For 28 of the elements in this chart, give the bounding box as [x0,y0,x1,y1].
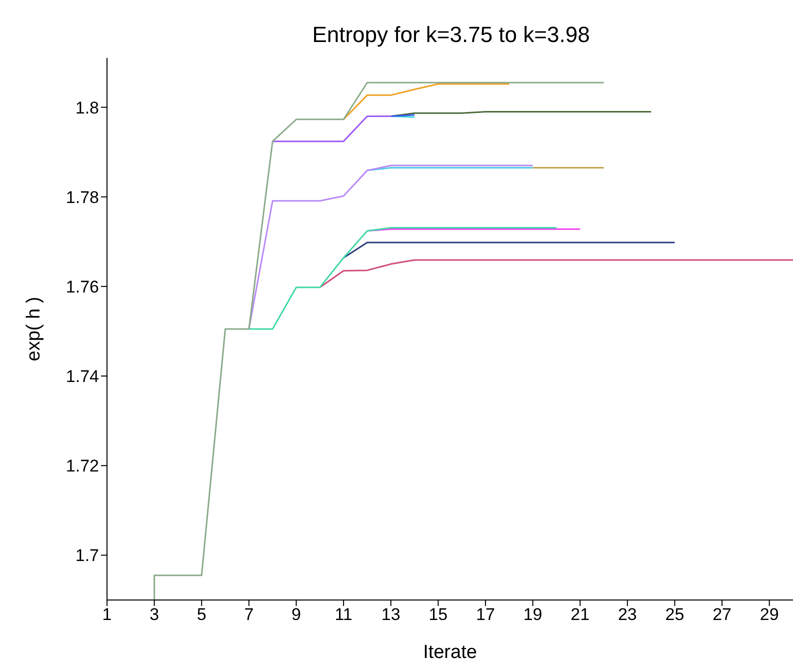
x-axis-title: Iterate [423,642,477,663]
x-tick-label: 1 [102,605,112,624]
x-tick-label: 21 [570,605,590,624]
x-tick-label: 13 [381,605,400,624]
x-tick-label: 29 [760,605,779,624]
x-tick-label: 25 [665,605,684,624]
x-tick-label: 15 [428,605,448,624]
line-series [342,83,510,120]
x-tick-label: 17 [476,605,495,624]
y-tick-label: 1.76 [66,277,99,296]
line-series [154,82,605,600]
x-tick-label: 11 [334,605,352,624]
y-tick-label: 1.78 [66,188,99,207]
x-tick-label: 19 [523,605,542,624]
x-tick-label: 9 [292,605,301,624]
x-tick-label: 5 [196,605,206,624]
x-tick-label: 23 [618,605,637,624]
chart-title: Entropy for k=3.75 to k=3.98 [311,22,591,48]
y-tick-label: 1.72 [66,456,99,476]
y-tick-label: 1.74 [66,367,99,386]
x-tick-label: 27 [712,605,732,624]
y-axis-title: exp( h ) [24,296,45,362]
y-tick-label: 1.7 [75,546,99,566]
line-series [319,259,793,288]
y-tick-label: 1.8 [75,98,99,118]
x-tick-label: 7 [244,605,254,624]
x-tick-label: 3 [150,605,160,624]
line-series [248,227,558,330]
